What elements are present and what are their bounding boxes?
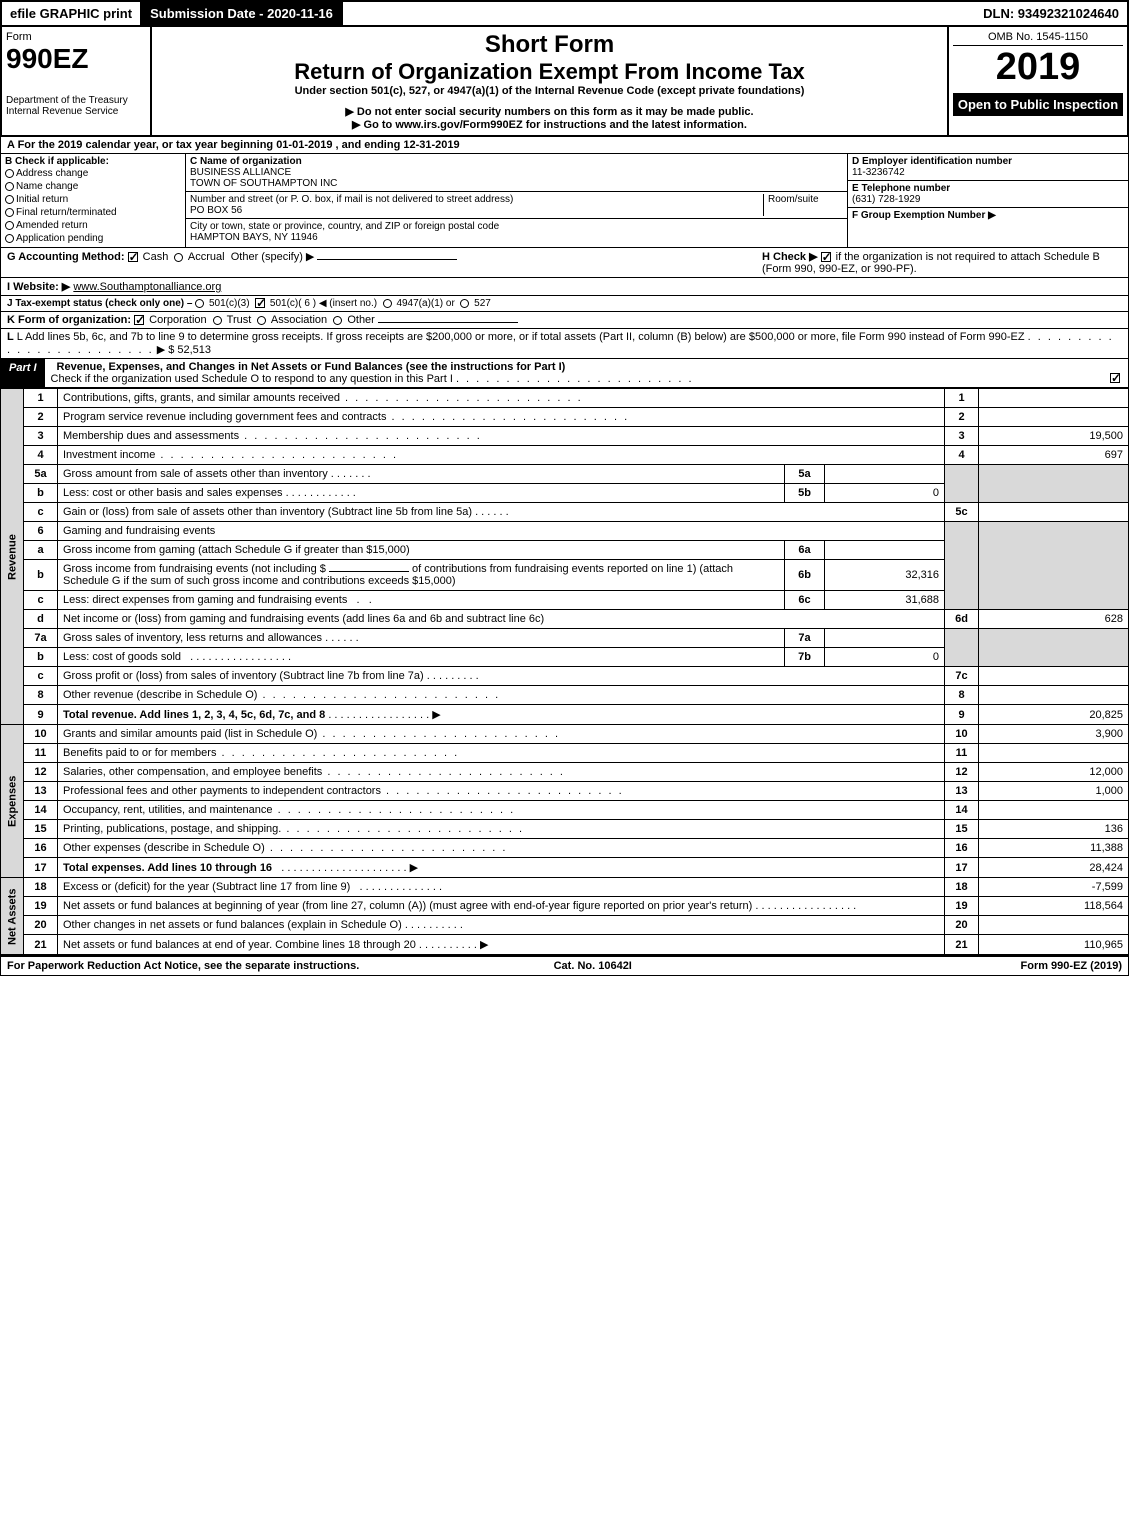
k-label: K Form of organization: [7, 314, 131, 326]
chk-corp[interactable] [134, 315, 144, 325]
form-label: Form [6, 31, 146, 43]
room-label: Room/suite [768, 194, 819, 205]
6b-contrib-input[interactable] [329, 571, 409, 572]
tax-year: 2019 [953, 46, 1123, 89]
g-label: G Accounting Method: [7, 251, 125, 263]
vert-netassets: Net Assets [1, 878, 24, 955]
city-label: City or town, state or province, country… [190, 221, 499, 232]
footer-catno: Cat. No. 10642I [554, 960, 632, 972]
e-label: E Telephone number [852, 183, 950, 194]
d-label: D Employer identification number [852, 156, 1012, 167]
part1-header-row: Part I Revenue, Expenses, and Changes in… [0, 359, 1129, 388]
c-label: C Name of organization [190, 156, 302, 167]
entity-info-block: B Check if applicable: Address change Na… [0, 154, 1129, 248]
efile-label[interactable]: efile GRAPHIC print [2, 2, 140, 25]
form-number: 990EZ [6, 43, 146, 75]
submission-date: Submission Date - 2020-11-16 [140, 2, 343, 25]
i-label: I Website: ▶ [7, 281, 70, 293]
row-gh: G Accounting Method: Cash Accrual Other … [0, 248, 1129, 278]
col-b-checks: B Check if applicable: Address change Na… [1, 154, 186, 247]
return-title: Return of Organization Exempt From Incom… [156, 59, 943, 85]
irs-label: Internal Revenue Service [6, 106, 146, 117]
header-center: Short Form Return of Organization Exempt… [152, 27, 947, 135]
city-value: HAMPTON BAYS, NY 11946 [190, 232, 318, 243]
street-value: PO BOX 56 [190, 205, 242, 216]
ein-value: 11-3236742 [852, 167, 905, 178]
chk-name-change[interactable]: Name change [5, 180, 181, 193]
chk-trust[interactable] [213, 316, 222, 325]
omb-number: OMB No. 1545-1150 [953, 31, 1123, 46]
chk-cash[interactable] [128, 252, 138, 262]
period-text: A For the 2019 calendar year, or tax yea… [7, 139, 460, 151]
header-right: OMB No. 1545-1150 2019 Open to Public In… [947, 27, 1127, 135]
goto-link[interactable]: ▶ Go to www.irs.gov/Form990EZ for instru… [156, 118, 943, 131]
chk-amended[interactable]: Amended return [5, 219, 181, 232]
footer-left: For Paperwork Reduction Act Notice, see … [7, 960, 359, 972]
chk-schedule-o[interactable] [1110, 373, 1120, 383]
footer-right: Form 990-EZ (2019) [1021, 960, 1122, 972]
org-name-2: TOWN OF SOUTHAMPTON INC [190, 178, 337, 189]
open-to-public: Open to Public Inspection [953, 93, 1123, 116]
form-header: Form 990EZ Department of the Treasury In… [0, 27, 1129, 137]
chk-4947[interactable] [383, 299, 392, 308]
col-de: D Employer identification number 11-3236… [848, 154, 1128, 247]
b-label: B Check if applicable: [5, 156, 109, 167]
part1-table: Revenue 1 Contributions, gifts, grants, … [0, 388, 1129, 955]
j-label: J Tax-exempt status (check only one) – [7, 298, 192, 309]
chk-app-pending[interactable]: Application pending [5, 232, 181, 245]
under-section: Under section 501(c), 527, or 4947(a)(1)… [156, 85, 943, 97]
row-l: L L Add lines 5b, 6c, and 7b to line 9 t… [0, 329, 1129, 359]
f-label: F Group Exemption Number ▶ [852, 210, 996, 221]
phone-value: (631) 728-1929 [852, 194, 920, 205]
vert-revenue: Revenue [1, 389, 24, 725]
row-j: J Tax-exempt status (check only one) – 5… [0, 296, 1129, 312]
chk-accrual[interactable] [174, 253, 183, 262]
chk-h[interactable] [821, 252, 831, 262]
chk-initial-return[interactable]: Initial return [5, 193, 181, 206]
l-amount: ▶ $ 52,513 [157, 344, 211, 356]
chk-501c3[interactable] [195, 299, 204, 308]
part1-check-text: Check if the organization used Schedule … [51, 373, 453, 385]
chk-assoc[interactable] [257, 316, 266, 325]
g-other-input[interactable] [317, 259, 457, 260]
h-label: H Check ▶ [762, 251, 818, 263]
chk-address-change[interactable]: Address change [5, 167, 181, 180]
page-footer: For Paperwork Reduction Act Notice, see … [0, 955, 1129, 976]
chk-other-org[interactable] [333, 316, 342, 325]
col-c-org: C Name of organization BUSINESS ALLIANCE… [186, 154, 848, 247]
chk-527[interactable] [460, 299, 469, 308]
row-i: I Website: ▶ www.Southamptonalliance.org [0, 278, 1129, 296]
website-link[interactable]: www.Southamptonalliance.org [73, 281, 221, 293]
part1-label: Part I [1, 359, 45, 387]
no-ssn-note: ▶ Do not enter social security numbers o… [156, 105, 943, 118]
top-bar: efile GRAPHIC print Submission Date - 20… [0, 0, 1129, 27]
k-other-input[interactable] [378, 322, 518, 323]
tax-period: A For the 2019 calendar year, or tax yea… [0, 137, 1129, 154]
org-name-1: BUSINESS ALLIANCE [190, 167, 291, 178]
header-left: Form 990EZ Department of the Treasury In… [2, 27, 152, 135]
l-text: L Add lines 5b, 6c, and 7b to line 9 to … [17, 331, 1025, 343]
row-k: K Form of organization: Corporation Trus… [0, 312, 1129, 329]
street-label: Number and street (or P. O. box, if mail… [190, 194, 513, 205]
short-form-title: Short Form [156, 31, 943, 59]
dept-treasury: Department of the Treasury [6, 95, 146, 106]
vert-expenses: Expenses [1, 725, 24, 878]
dln-label: DLN: 93492321024640 [975, 2, 1127, 25]
chk-final-return[interactable]: Final return/terminated [5, 206, 181, 219]
chk-501c[interactable] [255, 298, 265, 308]
